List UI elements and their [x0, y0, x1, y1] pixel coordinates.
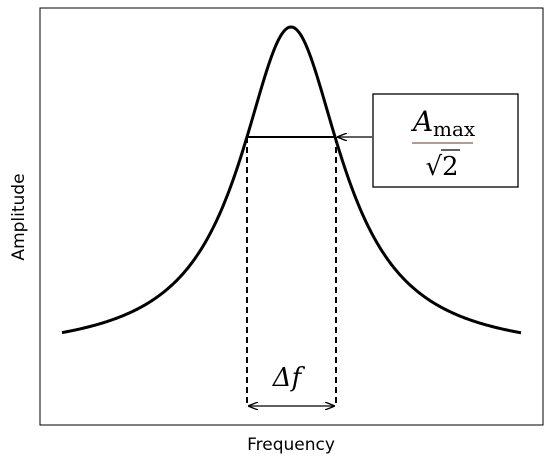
- amplitude-subscript: max: [433, 117, 476, 141]
- amplitude-symbol: A: [410, 105, 433, 138]
- plot-frame: [39, 7, 544, 426]
- x-axis-label: Frequency: [247, 435, 335, 455]
- y-axis-label: Amplitude: [9, 173, 29, 260]
- denominator: √2: [425, 152, 458, 182]
- bandwidth-label: Δf: [272, 363, 306, 393]
- resonance-curve: [61, 25, 522, 335]
- annotation-box: [372, 93, 519, 188]
